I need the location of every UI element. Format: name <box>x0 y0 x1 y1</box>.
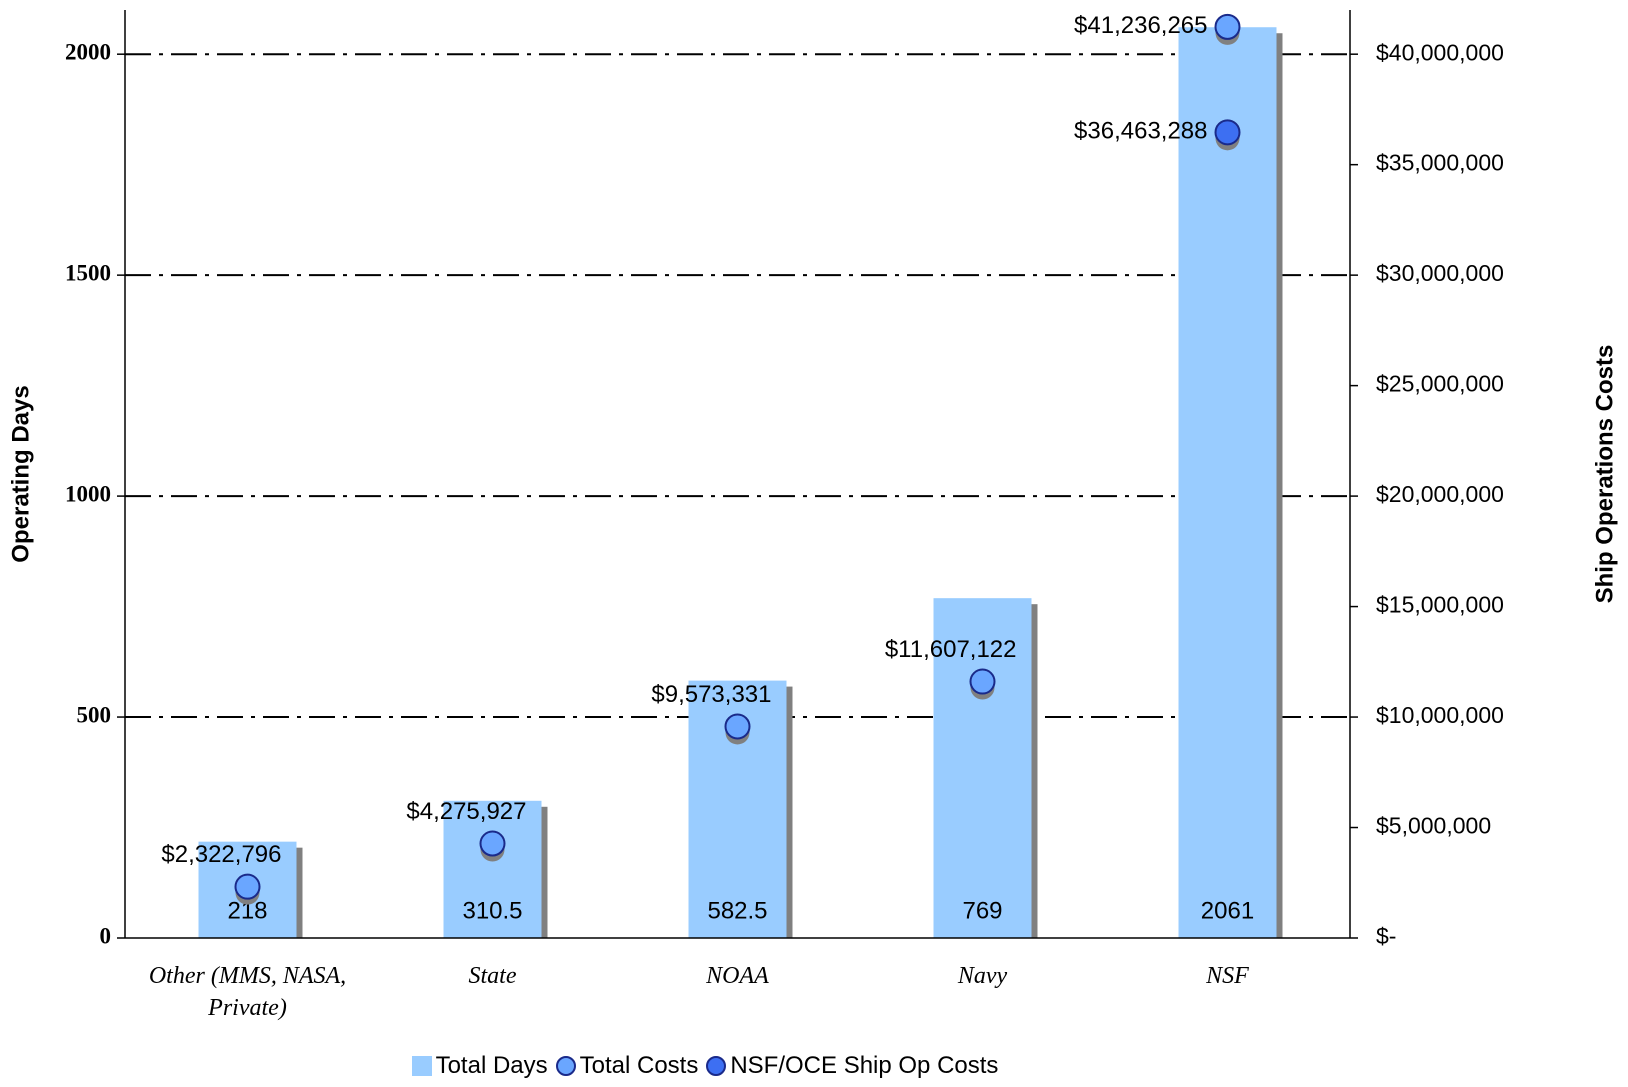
legend-label: Total Days <box>435 1052 548 1079</box>
point-value-label: $41,236,265 <box>1074 12 1207 39</box>
point-value-label: $11,607,122 <box>885 636 1017 663</box>
y2-axis-title: Ship Operations Costs <box>1591 345 1618 604</box>
legend-item: Total Costs <box>555 1052 699 1080</box>
y2-tick-label: $15,000,000 <box>1376 592 1504 618</box>
legend: Total Days Total Costs NSF/OCE Ship Op Cos… <box>0 1052 1350 1080</box>
bar <box>1178 27 1277 938</box>
y2-tick-label: $5,000,000 <box>1376 813 1491 839</box>
point <box>479 830 506 857</box>
x-tick-label: State <box>468 963 517 989</box>
x-tick-label: Other (MMS, NASA, Private) <box>148 963 347 1021</box>
y2-tick-label: $10,000,000 <box>1376 702 1504 728</box>
legend-swatch <box>555 1056 576 1076</box>
legend-item: NSF/OCE Ship Op Costs <box>706 1052 998 1080</box>
point-value-label: $4,275,927 <box>406 798 526 825</box>
bar-value-label: 2061 <box>1201 897 1254 924</box>
x-tick-label: Navy <box>957 963 1008 989</box>
y-tick-label: 1000 <box>65 481 111 506</box>
point <box>969 668 996 695</box>
legend-label: NSF/OCE Ship Op Costs <box>730 1052 999 1079</box>
x-tick-label: NSF <box>1206 963 1249 989</box>
point-value-label: $36,463,288 <box>1074 118 1207 145</box>
y-tick-label: 2000 <box>65 39 111 64</box>
legend-swatch <box>411 1056 432 1076</box>
point <box>724 713 751 740</box>
y-axis-title: Operating Days <box>7 385 34 562</box>
y-tick-label: 1500 <box>65 260 111 285</box>
y-tick-label: 500 <box>77 702 112 727</box>
bar <box>933 598 1032 938</box>
y-tick-label: 0 <box>100 923 112 948</box>
point <box>1214 13 1241 40</box>
point-value-label: $2,322,796 <box>161 841 281 868</box>
legend-item: Total Days <box>411 1052 548 1080</box>
y2-tick-label: $30,000,000 <box>1376 260 1504 286</box>
x-tick-label: NOAA <box>706 963 769 989</box>
y2-tick-label: $40,000,000 <box>1376 39 1504 65</box>
bar-value-label: 582.5 <box>707 897 767 924</box>
y2-tick-label: $20,000,000 <box>1376 481 1504 507</box>
legend-label: Total Costs <box>579 1052 699 1079</box>
bar-value-label: 310.5 <box>462 897 522 924</box>
y2-tick-label: $35,000,000 <box>1376 150 1504 176</box>
y2-tick-label: $- <box>1376 923 1396 949</box>
bar <box>443 800 542 938</box>
point <box>234 873 261 900</box>
point <box>1214 119 1241 146</box>
bar-value-label: 769 <box>962 897 1002 924</box>
legend-swatch <box>706 1056 727 1076</box>
y2-tick-label: $25,000,000 <box>1376 371 1504 397</box>
point-value-label: $9,573,331 <box>651 681 771 708</box>
